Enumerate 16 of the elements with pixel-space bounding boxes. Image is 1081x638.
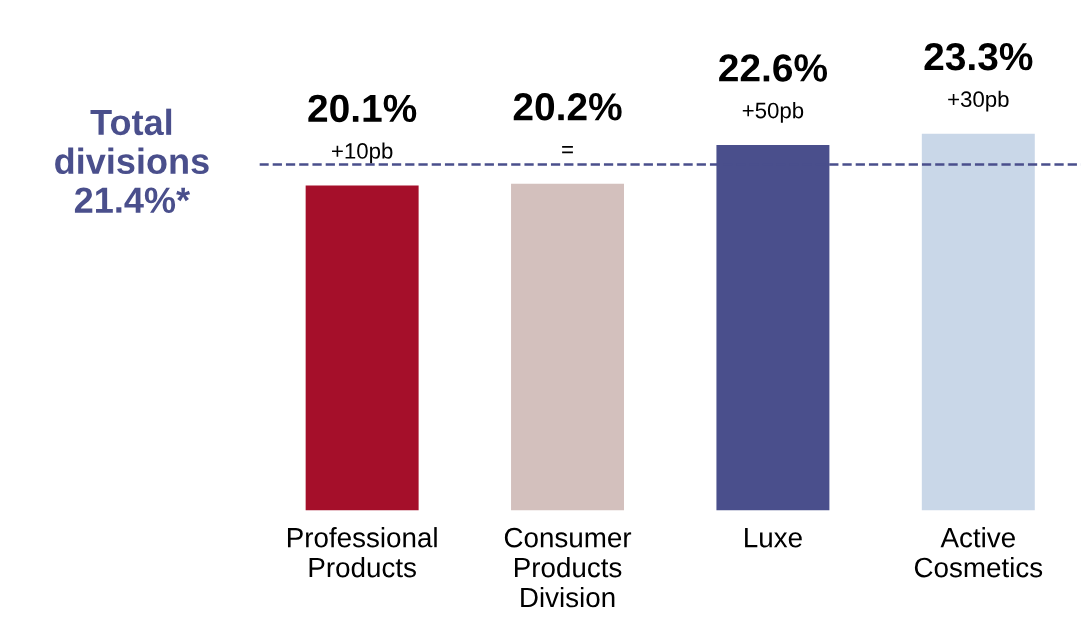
data-label: 22.6% bbox=[719, 54, 828, 82]
data-label: 20.1% bbox=[308, 94, 417, 123]
bar bbox=[921, 133, 1035, 511]
x-tick-label: Professional Products bbox=[287, 527, 437, 578]
x-tick-label: Active Cosmetics bbox=[914, 527, 1043, 578]
annotation: +50pb bbox=[742, 102, 804, 123]
bar bbox=[305, 185, 419, 511]
annotation: +30pb bbox=[948, 90, 1009, 112]
x-tick-label: Luxe bbox=[745, 528, 802, 548]
data-label: 23.3% bbox=[924, 42, 1033, 71]
annotation: +10pb bbox=[332, 142, 393, 164]
annotation: = bbox=[562, 146, 573, 154]
data-label: 20.2% bbox=[513, 93, 622, 121]
x-tick-label: Consumer Products Division bbox=[504, 527, 632, 608]
ref-line-label: Total divisions 21.4%* bbox=[55, 108, 209, 213]
bar bbox=[511, 183, 625, 511]
